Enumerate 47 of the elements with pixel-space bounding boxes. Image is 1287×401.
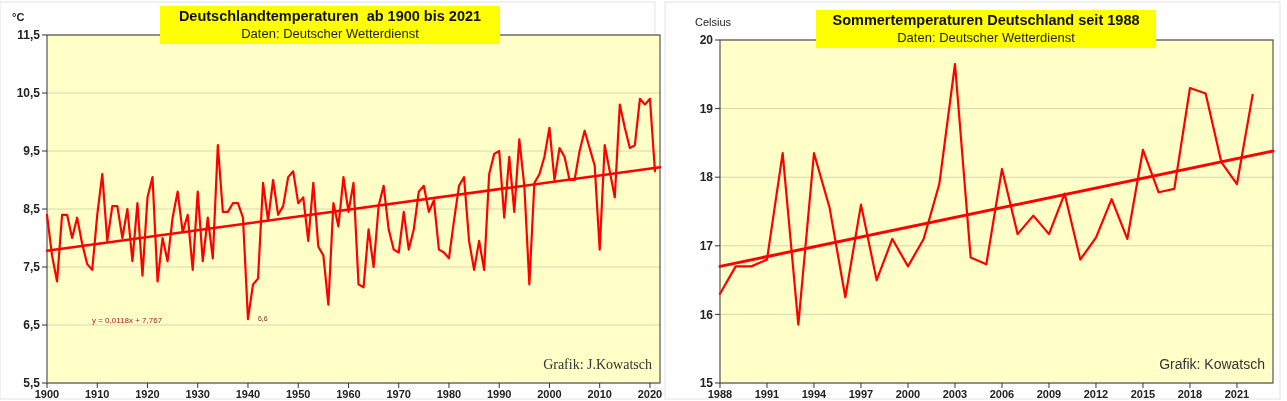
x-tick-label: 2006 bbox=[989, 388, 1015, 400]
annotation: Grafik: Kowatsch bbox=[1159, 356, 1265, 372]
x-tick-label: 1997 bbox=[848, 388, 874, 400]
x-tick-label: 2000 bbox=[895, 388, 921, 400]
x-tick-label: 2018 bbox=[1177, 388, 1203, 400]
x-tick-label: 1940 bbox=[235, 388, 261, 400]
x-tick-label: 2000 bbox=[537, 388, 562, 400]
y-axis-title: °C bbox=[12, 11, 25, 23]
annotation: Grafik: J.Kowatsch bbox=[543, 357, 652, 372]
annotation: y = 0,0118x + 7,767 bbox=[92, 316, 163, 325]
x-tick-label: 1930 bbox=[185, 388, 210, 400]
y-tick-label: 17 bbox=[699, 239, 714, 253]
y-tick-label: 11,5 bbox=[17, 28, 41, 43]
chart-subtitle: Daten: Deutscher Wetterdienst bbox=[897, 30, 1076, 45]
y-tick-label: 9,5 bbox=[23, 144, 41, 159]
y-tick-label: 18 bbox=[699, 170, 714, 185]
x-tick-label: 1990 bbox=[486, 388, 512, 400]
y-tick-label: 8,5 bbox=[23, 202, 41, 217]
y-tick-label: 10,5 bbox=[16, 86, 41, 101]
x-tick-label: 1950 bbox=[285, 388, 311, 400]
y-tick-label: 16 bbox=[699, 307, 714, 322]
x-tick-label: 2010 bbox=[587, 388, 612, 400]
x-tick-label: 2020 bbox=[637, 388, 663, 400]
x-tick-label: 2012 bbox=[1083, 388, 1109, 400]
x-tick-label: 1900 bbox=[34, 388, 60, 400]
x-tick-label: 2021 bbox=[1224, 388, 1250, 400]
x-tick-label: 1970 bbox=[386, 388, 411, 400]
y-tick-label: 7,5 bbox=[23, 260, 41, 275]
x-tick-label: 1980 bbox=[436, 388, 462, 400]
chart-subtitle: Daten: Deutscher Wetterdienst bbox=[241, 26, 420, 41]
y-tick-label: 6,5 bbox=[23, 318, 41, 333]
y-tick-label: 20 bbox=[699, 33, 714, 48]
x-tick-label: 1991 bbox=[754, 388, 780, 400]
x-tick-label: 2009 bbox=[1036, 388, 1062, 400]
y-tick-label: 5,5 bbox=[23, 376, 41, 391]
x-tick-label: 2003 bbox=[942, 388, 968, 400]
x-tick-label: 1988 bbox=[707, 388, 733, 400]
y-axis-title: Celsius bbox=[695, 16, 732, 28]
chart-title: Sommertemperaturen Deutschland seit 1988 bbox=[832, 12, 1140, 28]
x-tick-label: 1920 bbox=[135, 388, 160, 400]
x-tick-label: 1960 bbox=[336, 388, 361, 400]
y-tick-label: 15 bbox=[699, 376, 714, 391]
x-tick-label: 1994 bbox=[801, 388, 828, 400]
chart-title: Deutschlandtemperaturen ab 1900 bis 2021 bbox=[178, 8, 482, 24]
y-tick-label: 19 bbox=[699, 101, 714, 116]
x-tick-label: 1910 bbox=[85, 388, 110, 400]
x-tick-label: 2015 bbox=[1130, 388, 1156, 400]
